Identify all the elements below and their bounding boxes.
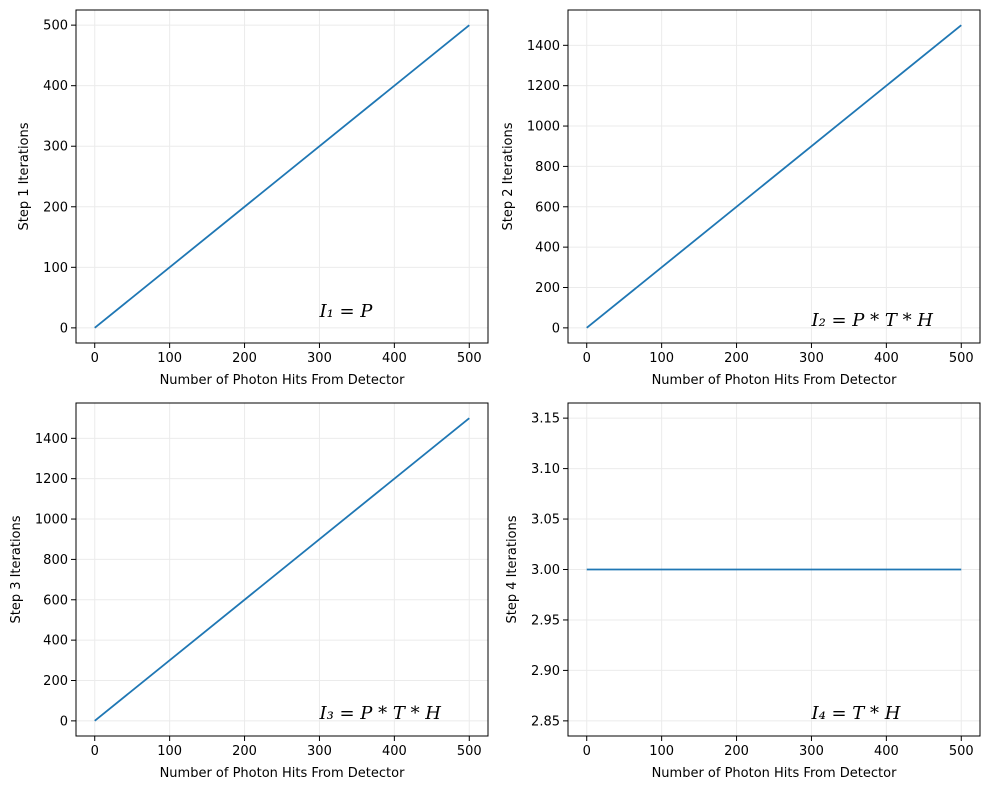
x-tick-label: 100 — [649, 744, 674, 759]
x-tick-label: 400 — [874, 351, 899, 366]
y-tick-label: 500 — [43, 19, 68, 34]
plot-frame — [75, 9, 489, 344]
x-tick-label: 400 — [874, 744, 899, 759]
y-tick-label: 1200 — [527, 79, 560, 94]
x-axis-label: Number of Photon Hits From Detector — [160, 373, 406, 388]
y-tick-label: 2.85 — [531, 714, 560, 729]
x-tick-label: 400 — [382, 744, 407, 759]
x-tick-label: 400 — [382, 351, 407, 366]
x-tick-label: 0 — [583, 351, 591, 366]
y-tick-label: 600 — [43, 593, 68, 608]
y-tick-label: 400 — [535, 241, 560, 256]
y-tick-label: 100 — [43, 261, 68, 276]
subplot-3: 0 100 200 300 400 500 0 200 400 600 800 1000 1200 140… — [9, 402, 489, 781]
x-tick-label: 300 — [307, 351, 332, 366]
y-tick-label: 1400 — [35, 432, 68, 447]
y-tick-label: 2.95 — [531, 613, 560, 628]
subplot-4: 0 100 200 300 400 500 2.85 2.90 2.95 3.00 3.05 3.10… — [505, 402, 981, 781]
x-tick-label: 0 — [583, 744, 591, 759]
y-axis-label: Step 2 Iterations — [501, 122, 516, 230]
y-tick-label: 400 — [43, 79, 68, 94]
formula-annotation: I₃ = P * T * H — [318, 703, 441, 724]
series-line-2 — [586, 24, 962, 329]
x-tick-label: 0 — [91, 351, 99, 366]
x-tick-label: 500 — [457, 351, 482, 366]
y-tick-label: 3.10 — [531, 462, 560, 477]
y-tick-label: 300 — [43, 140, 68, 155]
y-tick-label: 0 — [552, 321, 560, 336]
x-tick-label: 200 — [232, 351, 257, 366]
y-tick-label: 1400 — [527, 39, 560, 54]
formula-annotation: I₄ = T * H — [810, 703, 900, 724]
y-tick-label: 2.90 — [531, 664, 560, 679]
y-axis-label: Step 3 Iterations — [9, 515, 24, 623]
series-line-1 — [94, 24, 470, 329]
y-tick-label: 1000 — [35, 513, 68, 528]
x-tick-label: 0 — [91, 744, 99, 759]
x-tick-label: 100 — [157, 744, 182, 759]
plot-frame — [75, 402, 489, 737]
plot-frame — [567, 9, 981, 344]
subplot-2: 0 100 200 300 400 500 0 200 400 600 800 1000 1200 140… — [501, 9, 981, 388]
formula-annotation: I₂ = P * T * H — [810, 310, 933, 331]
x-tick-label: 300 — [799, 351, 824, 366]
y-tick-label: 800 — [535, 160, 560, 175]
y-tick-label: 200 — [535, 281, 560, 296]
y-tick-label: 1000 — [527, 120, 560, 135]
x-tick-label: 500 — [949, 351, 974, 366]
x-axis-label: Number of Photon Hits From Detector — [652, 373, 898, 388]
x-tick-label: 100 — [649, 351, 674, 366]
y-tick-label: 400 — [43, 634, 68, 649]
x-tick-label: 200 — [724, 744, 749, 759]
y-tick-label: 3.00 — [531, 563, 560, 578]
y-tick-label: 800 — [43, 553, 68, 568]
x-tick-label: 500 — [949, 744, 974, 759]
x-tick-label: 200 — [724, 351, 749, 366]
y-tick-label: 3.15 — [531, 412, 560, 427]
x-tick-label: 200 — [232, 744, 257, 759]
y-axis-label: Step 4 Iterations — [505, 515, 520, 623]
x-tick-label: 100 — [157, 351, 182, 366]
subplot-1: 0 100 200 300 400 500 0 100 200 300 400 500 Number o… — [17, 9, 489, 388]
y-tick-label: 600 — [535, 200, 560, 215]
y-tick-label: 0 — [60, 714, 68, 729]
y-tick-label: 1200 — [35, 472, 68, 487]
y-axis-label: Step 1 Iterations — [17, 122, 32, 230]
x-tick-label: 300 — [307, 744, 332, 759]
x-axis-label: Number of Photon Hits From Detector — [160, 766, 406, 781]
y-tick-label: 200 — [43, 674, 68, 689]
y-tick-label: 200 — [43, 200, 68, 215]
y-tick-label: 0 — [60, 321, 68, 336]
x-axis-label: Number of Photon Hits From Detector — [652, 766, 898, 781]
x-tick-label: 500 — [457, 744, 482, 759]
formula-annotation: I₁ = P — [318, 301, 373, 322]
y-tick-label: 3.05 — [531, 513, 560, 528]
x-tick-label: 300 — [799, 744, 824, 759]
series-line-3 — [94, 417, 470, 722]
